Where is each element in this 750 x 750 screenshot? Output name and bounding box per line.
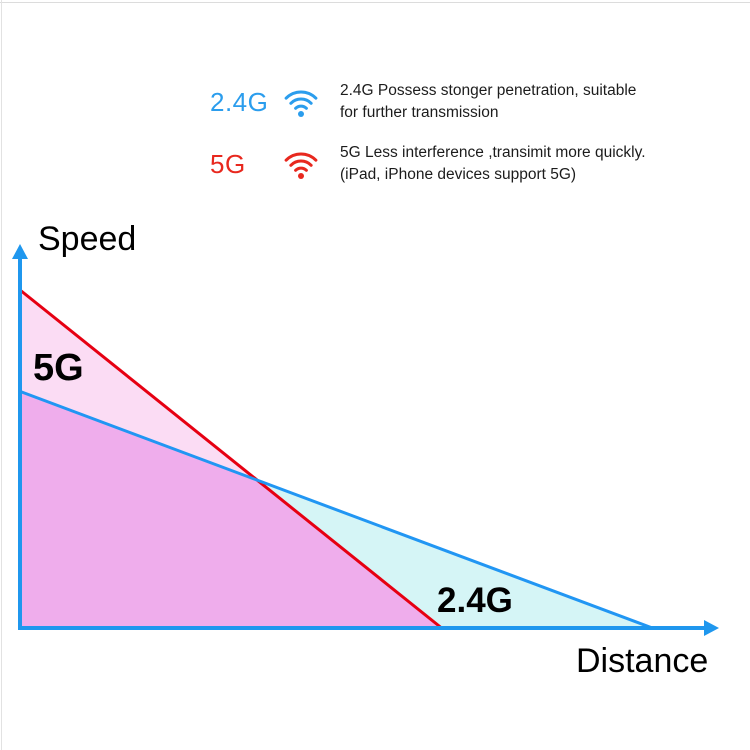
scan-edge-left	[1, 0, 2, 750]
legend-label-2_4g: 2.4G	[210, 86, 269, 117]
xlabel: Distance	[576, 642, 708, 680]
legend-desc-line: 5G Less interference ,transimit more qui…	[340, 144, 646, 161]
legend-desc-5g: 5G Less interference ,transimit more qui…	[340, 142, 646, 186]
wifi-icon	[282, 145, 320, 183]
legend: 2.4G 2.4G Possess stonger penetration, s…	[210, 80, 730, 204]
ylabel: Speed	[38, 220, 136, 258]
annotation-2_4G: 2.4G	[437, 581, 513, 620]
x-axis-arrow	[704, 620, 719, 636]
legend-desc-line: for further transmission	[340, 104, 499, 121]
annotation-5G: 5G	[33, 347, 84, 389]
area-overlap	[20, 391, 442, 628]
legend-desc-line: 2.4G Possess stonger penetration, suitab…	[340, 82, 637, 99]
legend-row-2_4g: 2.4G 2.4G Possess stonger penetration, s…	[210, 80, 730, 124]
legend-desc-line: (iPad, iPhone devices support 5G)	[340, 166, 577, 183]
legend-desc-2_4g: 2.4G Possess stonger penetration, suitab…	[340, 80, 636, 124]
legend-label-5g: 5G	[210, 148, 246, 179]
line-5G	[19, 288, 443, 630]
y-axis-arrow	[12, 244, 28, 259]
line-2.4G	[19, 389, 653, 630]
scan-edge-top	[0, 2, 750, 3]
legend-row-5g: 5G 5G Less interference ,transimit more …	[210, 142, 730, 186]
wifi-icon	[282, 83, 320, 121]
